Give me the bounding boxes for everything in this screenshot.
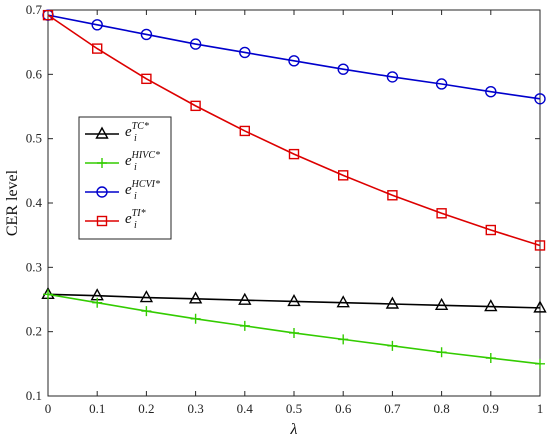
legend-marker: [95, 126, 109, 139]
data-point-marker: [385, 296, 400, 309]
x-axis-label: λ: [290, 421, 298, 438]
data-point-marker: [141, 73, 152, 85]
y-tick-label: 0.4: [26, 195, 43, 210]
y-tick-label: 0.6: [26, 66, 43, 81]
data-point-marker: [140, 28, 153, 41]
legend-item: eHIVC* i: [85, 150, 160, 173]
data-point-marker: [188, 291, 203, 304]
y-tick-label: 0.2: [26, 324, 42, 339]
data-point-marker: [434, 297, 449, 310]
x-tick-label: 0.5: [286, 401, 302, 416]
data-point-marker: [239, 320, 250, 331]
data-point-marker: [436, 208, 447, 219]
legend-item: eTI* i: [85, 208, 146, 231]
data-point-marker: [91, 19, 103, 31]
x-tick-label: 0.4: [237, 401, 254, 416]
data-point-marker: [42, 9, 54, 21]
x-tick-label: 0.3: [187, 401, 203, 416]
y-axis-label: CER level: [4, 169, 21, 236]
y-tick-label: 0.5: [26, 131, 42, 146]
data-point-marker: [485, 86, 497, 98]
series-plus: [43, 289, 545, 369]
data-point-marker: [436, 347, 447, 358]
series-line: [47, 14, 541, 247]
x-tick-label: 0.8: [433, 401, 449, 416]
data-point-marker: [337, 63, 349, 75]
data-point-marker: [190, 100, 201, 112]
series-line: [47, 293, 541, 309]
data-point-marker: [484, 299, 498, 312]
legend-marker: [96, 215, 108, 227]
data-point-marker: [91, 43, 103, 54]
legend-item: eTC* i: [85, 121, 149, 144]
legend-marker: [96, 186, 108, 198]
data-point-marker: [336, 295, 350, 308]
legend-label: eTI* i: [125, 208, 146, 231]
data-point-marker: [139, 290, 154, 303]
data-point-marker: [189, 38, 202, 50]
x-tick-label: 1: [537, 401, 544, 416]
y-axis: 0.1 0.2 0.3 0.4 0.5 0.6 0.7: [26, 2, 540, 403]
legend-box: [78, 116, 172, 240]
data-point-marker: [533, 300, 547, 313]
data-point-marker: [535, 358, 545, 369]
data-point-marker: [239, 125, 251, 137]
legend-label: eHCVI* i: [125, 179, 160, 202]
data-point-marker: [387, 340, 398, 351]
series-square: [42, 9, 546, 251]
data-point-marker: [287, 293, 301, 307]
series-layer: [41, 9, 547, 369]
data-point-marker: [534, 93, 546, 105]
data-point-marker: [338, 170, 349, 181]
y-tick-label: 0.3: [26, 259, 42, 274]
data-point-marker: [386, 71, 399, 83]
x-tick-label: 0.1: [89, 401, 105, 416]
legend-label: eTC* i: [125, 121, 149, 144]
data-point-marker: [43, 289, 53, 300]
data-point-marker: [288, 55, 300, 67]
data-point-marker: [239, 46, 251, 59]
legend: eTC* i eHIVC* i eHCVI* i eTI* i: [78, 116, 172, 240]
x-tick-label: 0: [45, 401, 52, 416]
y-tick-label: 0.1: [26, 388, 42, 403]
data-point-marker: [288, 148, 300, 160]
data-point-marker: [387, 190, 398, 201]
data-point-marker: [92, 297, 103, 308]
x-tick-label: 0.7: [384, 401, 401, 416]
x-tick-label: 0.6: [335, 401, 352, 416]
x-tick-label: 0.2: [138, 401, 154, 416]
y-tick-label: 0.7: [26, 2, 43, 17]
data-point-marker: [485, 353, 496, 364]
legend-label: eHIVC* i: [125, 150, 160, 173]
x-tick-label: 0.9: [483, 401, 499, 416]
x-axis: 0 0.1 0.2 0.3 0.4 0.5 0.6 0.7 0.8 0.9 1: [45, 10, 544, 416]
legend-marker: [97, 158, 107, 168]
data-point-marker: [238, 292, 252, 305]
series-line: [47, 14, 541, 100]
data-point-marker: [534, 240, 546, 251]
data-point-marker: [435, 78, 448, 90]
data-point-marker: [338, 334, 349, 345]
data-point-marker: [289, 327, 299, 338]
legend-item: eHCVI* i: [85, 179, 160, 202]
data-point-marker: [141, 306, 152, 317]
data-point-marker: [190, 313, 201, 324]
data-point-marker: [485, 224, 496, 236]
